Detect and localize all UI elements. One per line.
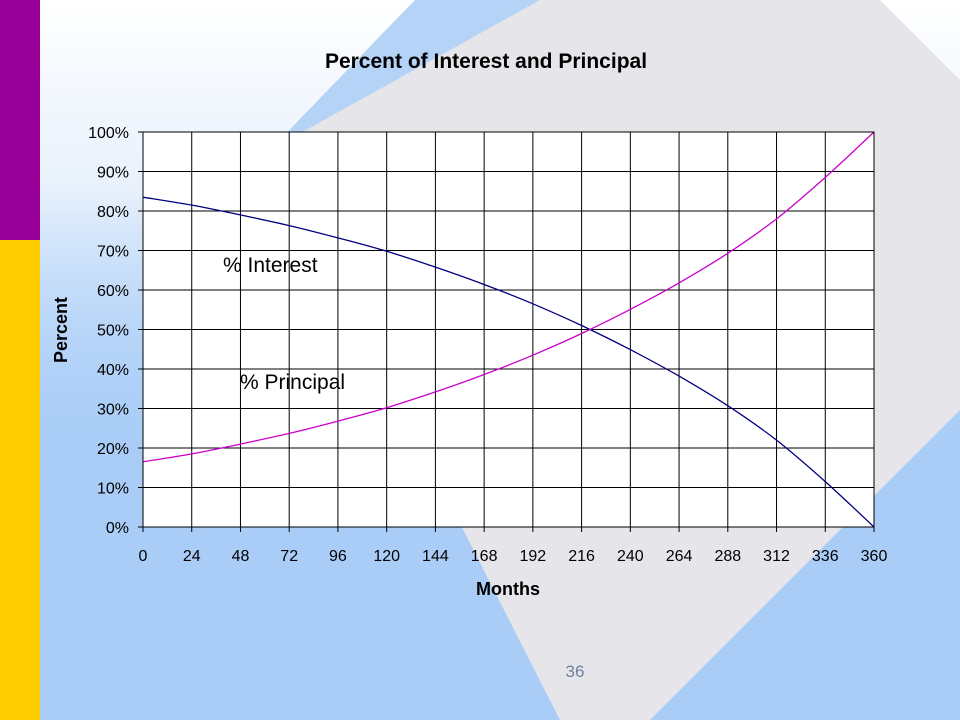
x-tick-label: 120 [373,548,400,565]
x-tick-label: 240 [617,548,644,565]
x-tick-label: 168 [471,548,498,565]
series-line-principal [142,131,875,463]
gridlines [138,131,875,532]
y-tick-label: 0% [106,520,129,537]
y-tick-label: 20% [97,441,129,458]
x-tick-label: 288 [714,548,741,565]
y-tick-label: 30% [97,402,129,419]
x-tick-label: 48 [232,548,250,565]
y-axis-tick-labels: 0% 10% 20% 30% 40% 50% 60% 70% 80% 90% 100% [88,125,129,537]
x-tick-label: 264 [666,548,693,565]
x-tick-label: 192 [520,548,547,565]
y-tick-label: 60% [97,283,129,300]
interest-annotation: % Interest [223,254,318,277]
plot-border [142,131,875,528]
x-tick-label: 0 [139,548,148,565]
x-tick-label: 96 [329,548,347,565]
series-layer [142,131,875,528]
y-tick-label: 80% [97,204,129,221]
y-tick-label: 50% [97,323,129,340]
y-tick-label: 90% [97,165,129,182]
page-number: 36 [565,662,585,681]
accent-bar-yellow [0,240,40,720]
x-axis-label: Months [476,579,540,599]
y-tick-label: 10% [97,481,129,498]
x-tick-label: 360 [861,548,888,565]
x-tick-label: 336 [812,548,839,565]
y-tick-label: 40% [97,362,129,379]
series-line-interest [142,196,875,528]
x-axis-tick-labels: 0 24 48 72 96 120 144 168 192 216 240 264 288 312 336 3… [139,548,888,565]
y-tick-label: 100% [88,125,129,142]
y-axis-label: Percent [51,297,71,363]
chart-title: Percent of Interest and Principal [325,50,647,73]
x-tick-label: 72 [280,548,298,565]
accent-bar-purple [0,0,40,240]
x-tick-label: 312 [763,548,790,565]
x-tick-label: 216 [568,548,595,565]
y-tick-label: 70% [97,244,129,261]
principal-annotation: % Principal [240,371,345,394]
background-diamond-edge [270,0,540,150]
x-tick-label: 24 [183,548,201,565]
x-tick-label: 144 [422,548,449,565]
